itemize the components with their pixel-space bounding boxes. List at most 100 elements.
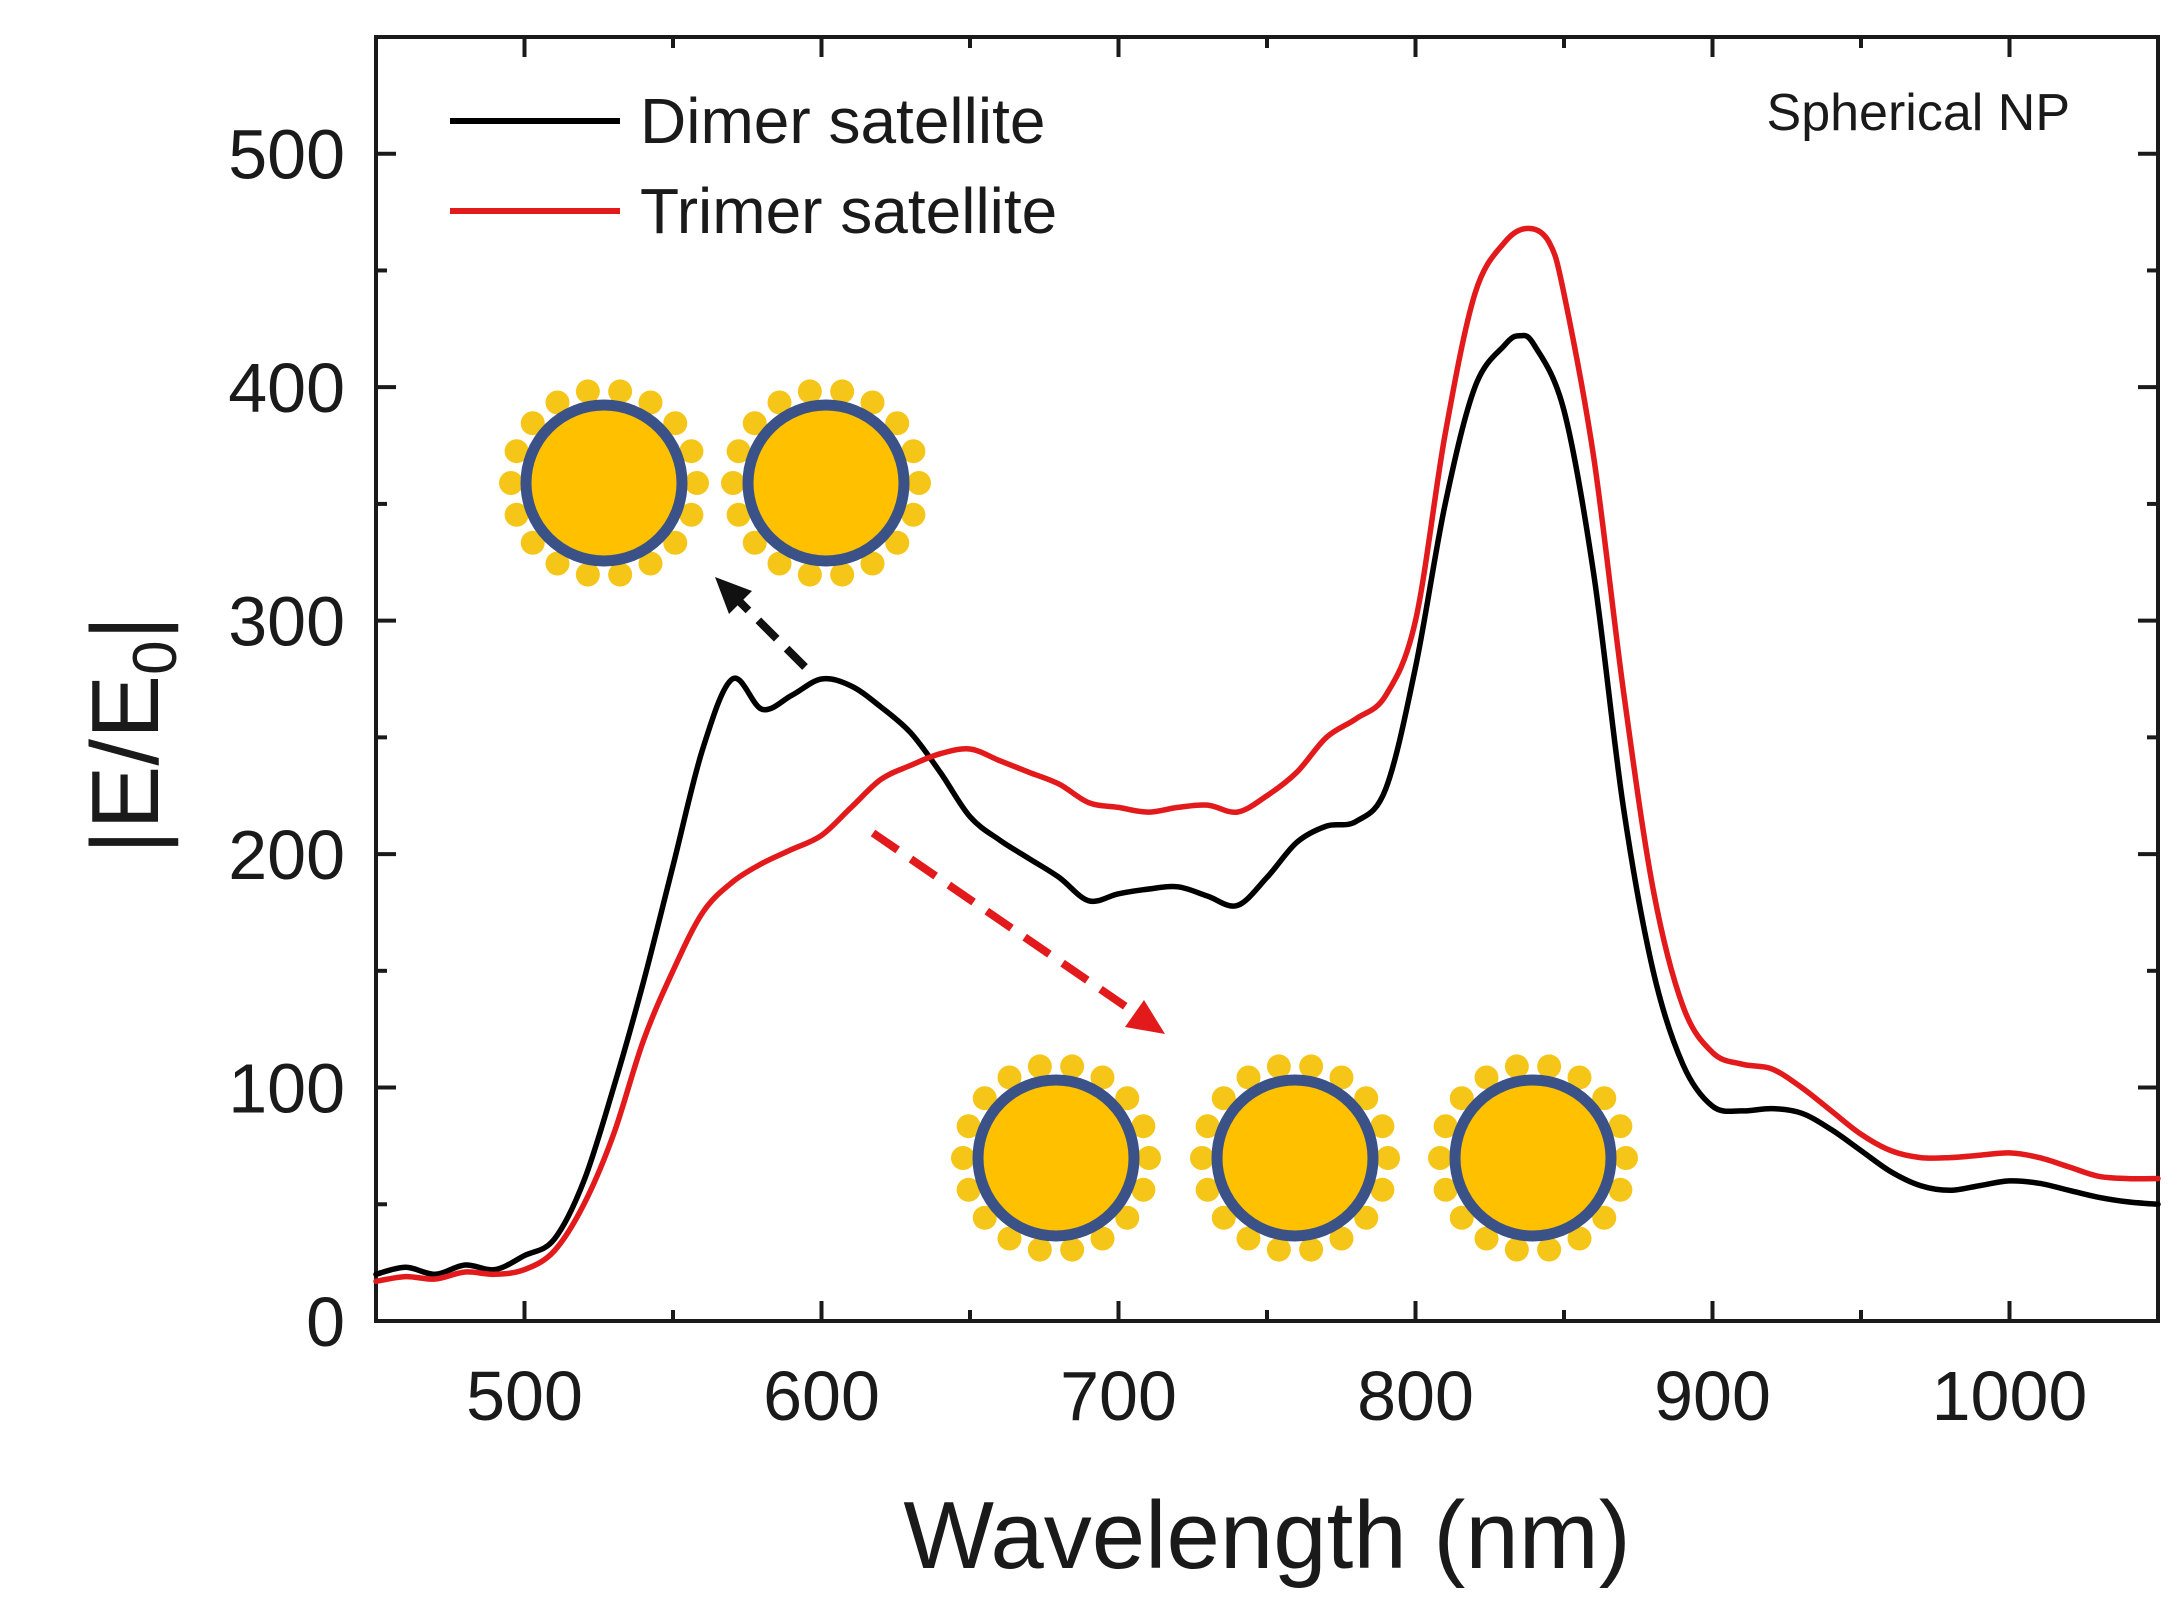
satellite-dot: [1236, 1065, 1261, 1090]
x-tick-label: 600: [763, 1357, 880, 1435]
x-tick-label: 1000: [1932, 1357, 2088, 1435]
satellite-dot: [1115, 1205, 1140, 1230]
satellite-dot: [679, 439, 704, 464]
trimer-particle-right: [1428, 1054, 1638, 1262]
y-tick-label: 300: [228, 583, 345, 661]
satellite-dot: [1433, 1114, 1458, 1139]
y-tick-label: 0: [306, 1283, 345, 1361]
core-particle: [972, 1074, 1140, 1242]
satellite-dot: [520, 530, 545, 555]
satellite-dot: [545, 551, 570, 576]
satellite-dot: [742, 411, 767, 436]
satellite-dot: [663, 411, 688, 436]
satellite-dot: [767, 551, 792, 576]
satellite-dot: [956, 1114, 981, 1139]
satellite-dot: [742, 530, 767, 555]
satellite-dot: [1567, 1065, 1592, 1090]
satellite-dot: [860, 551, 885, 576]
satellite-dot: [907, 471, 931, 495]
satellite-dot: [997, 1226, 1022, 1251]
satellite-dot: [1354, 1205, 1379, 1230]
satellite-dot: [1504, 1237, 1529, 1262]
satellite-dot: [830, 562, 855, 587]
satellite-dot: [1474, 1065, 1499, 1090]
y-tick-label: 200: [228, 816, 345, 894]
satellite-dot: [901, 502, 926, 527]
trimer-particle-left: [951, 1054, 1161, 1262]
satellite-dot: [499, 471, 523, 495]
satellite-dot: [1428, 1146, 1452, 1170]
satellite-dot: [1567, 1226, 1592, 1251]
x-tick-label: 700: [1060, 1357, 1177, 1435]
satellite-dot: [1449, 1205, 1474, 1230]
y-tick-label: 500: [228, 116, 345, 194]
satellite-dot: [951, 1146, 975, 1170]
y-tick-label: 100: [228, 1050, 345, 1128]
satellite-dot: [685, 471, 709, 495]
satellite-dot: [679, 502, 704, 527]
satellite-dot: [1592, 1205, 1617, 1230]
satellite-dot: [885, 411, 910, 436]
dimer-satellite-line: [373, 332, 2161, 1278]
satellite-dot: [1027, 1054, 1052, 1079]
satellite-dot: [1090, 1065, 1115, 1090]
satellite-dot: [1195, 1177, 1220, 1202]
satellite-dot: [956, 1177, 981, 1202]
dimer-particle-left: [499, 379, 709, 587]
satellite-dot: [1211, 1205, 1236, 1230]
satellite-dot: [797, 562, 822, 587]
satellite-dot: [1354, 1086, 1379, 1111]
satellite-dot: [1266, 1054, 1291, 1079]
satellite-dot: [1449, 1086, 1474, 1111]
x-tick-label: 800: [1357, 1357, 1474, 1435]
satellite-dot: [1211, 1086, 1236, 1111]
satellite-dot: [1329, 1226, 1354, 1251]
legend: Dimer satellite Trimer satellite: [450, 85, 1057, 247]
satellite-dot: [1537, 1237, 1562, 1262]
satellite-dot: [885, 530, 910, 555]
core-particle: [1211, 1074, 1379, 1242]
x-tick-label: 900: [1654, 1357, 1771, 1435]
satellite-dot: [1537, 1054, 1562, 1079]
trimer-particle-middle: [1190, 1054, 1400, 1262]
satellite-dot: [767, 390, 792, 415]
satellite-dot: [1236, 1226, 1261, 1251]
satellite-dot: [860, 390, 885, 415]
dimer-arrow: [715, 577, 808, 670]
satellite-dot: [608, 379, 633, 404]
trimer-illustration: [951, 1054, 1638, 1262]
satellite-dot: [1090, 1226, 1115, 1251]
core-particle: [742, 399, 910, 567]
spherical-np-annotation: Spherical NP: [1767, 84, 2070, 142]
satellite-dot: [1195, 1114, 1220, 1139]
satellite-dot: [830, 379, 855, 404]
satellite-dot: [575, 562, 600, 587]
satellite-dot: [1115, 1086, 1140, 1111]
satellite-dot: [638, 551, 663, 576]
satellite-dot: [1370, 1177, 1395, 1202]
core-particle: [1449, 1074, 1617, 1242]
x-axis-title: Wavelength (nm): [903, 1482, 1630, 1589]
y-axis: 0 100 200 300 400 500: [228, 35, 2158, 1361]
satellite-dot: [721, 471, 745, 495]
y-axis-title: |E/E0|: [72, 615, 190, 854]
series-lines: [373, 225, 2161, 1285]
satellite-dot: [726, 502, 751, 527]
satellite-dot: [1608, 1114, 1633, 1139]
satellite-dot: [901, 439, 926, 464]
legend-trimer-label: Trimer satellite: [640, 175, 1057, 247]
satellite-dot: [797, 379, 822, 404]
satellite-dot: [997, 1065, 1022, 1090]
y-tick-label: 400: [228, 349, 345, 427]
satellite-dot: [608, 562, 633, 587]
satellite-dot: [1329, 1065, 1354, 1090]
satellite-dot: [1614, 1146, 1638, 1170]
satellite-dot: [1060, 1237, 1085, 1262]
y-axis-title-subscript: 0: [121, 640, 190, 674]
y-axis-title-main: |E/E: [72, 675, 179, 855]
satellite-dot: [1190, 1146, 1214, 1170]
satellite-dot: [1266, 1237, 1291, 1262]
satellite-dot: [504, 439, 529, 464]
satellite-dot: [1137, 1146, 1161, 1170]
